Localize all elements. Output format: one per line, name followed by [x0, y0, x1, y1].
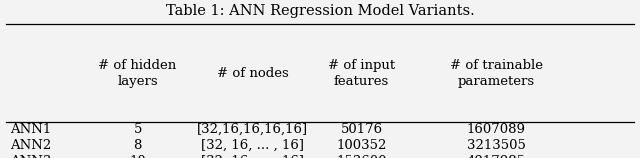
Text: 153600: 153600 [337, 155, 387, 158]
Text: [32, 16, ... , 16]: [32, 16, ... , 16] [202, 139, 304, 152]
Text: 1607089: 1607089 [467, 123, 525, 136]
Text: # of trainable
parameters: # of trainable parameters [449, 59, 543, 88]
Text: # of nodes: # of nodes [217, 67, 289, 80]
Text: 50176: 50176 [340, 123, 383, 136]
Text: 10: 10 [129, 155, 146, 158]
Text: ANN3: ANN3 [10, 155, 51, 158]
Text: # of hidden
layers: # of hidden layers [99, 59, 177, 88]
Text: # of input
features: # of input features [328, 59, 395, 88]
Text: ANN2: ANN2 [10, 139, 51, 152]
Text: Table 1: ANN Regression Model Variants.: Table 1: ANN Regression Model Variants. [166, 4, 474, 18]
Text: 4917985: 4917985 [467, 155, 525, 158]
Text: 5: 5 [133, 123, 142, 136]
Text: [32,16,16,16,16]: [32,16,16,16,16] [197, 123, 308, 136]
Text: ANN1: ANN1 [10, 123, 51, 136]
Text: 100352: 100352 [337, 139, 387, 152]
Text: [32, 16, ... , 16]: [32, 16, ... , 16] [202, 155, 304, 158]
Text: 8: 8 [133, 139, 142, 152]
Text: 3213505: 3213505 [467, 139, 525, 152]
